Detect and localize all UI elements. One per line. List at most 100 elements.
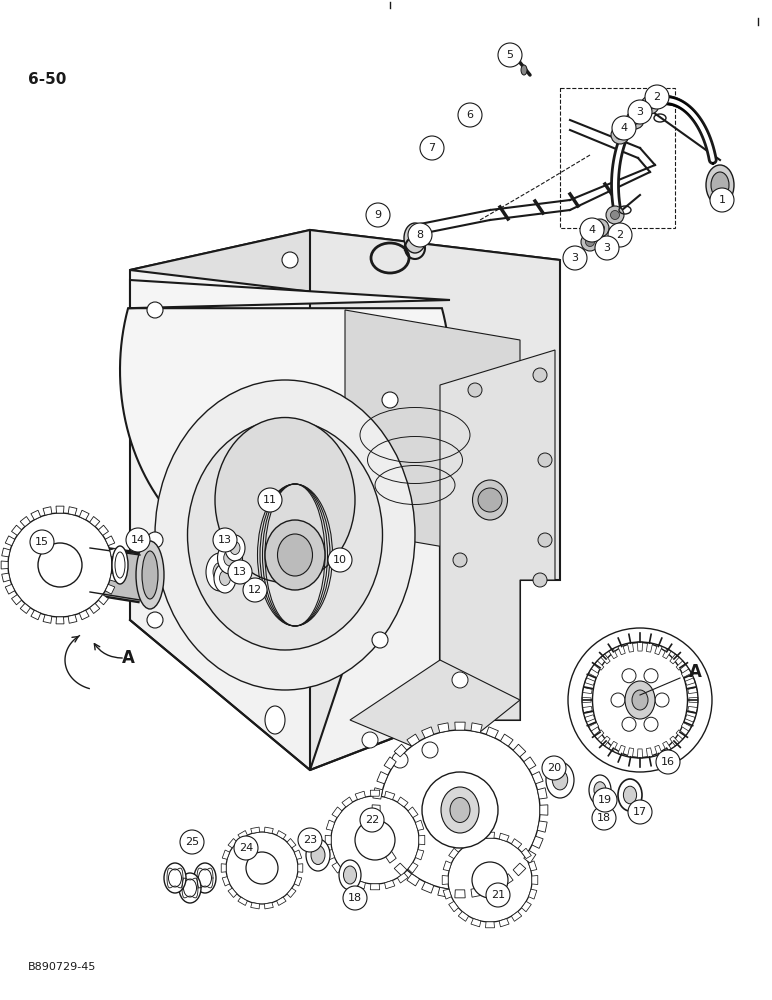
Circle shape	[234, 836, 258, 860]
Polygon shape	[523, 850, 536, 863]
Ellipse shape	[265, 520, 325, 590]
Polygon shape	[408, 807, 418, 818]
Circle shape	[591, 219, 609, 237]
Polygon shape	[588, 723, 598, 731]
Polygon shape	[2, 548, 10, 557]
Circle shape	[126, 528, 150, 552]
Circle shape	[644, 717, 658, 731]
Polygon shape	[90, 603, 100, 613]
Circle shape	[355, 820, 395, 860]
Ellipse shape	[589, 775, 611, 805]
Polygon shape	[5, 536, 15, 546]
Polygon shape	[342, 797, 353, 807]
Polygon shape	[676, 730, 686, 739]
Circle shape	[147, 532, 163, 548]
Circle shape	[533, 573, 547, 587]
Circle shape	[644, 669, 658, 683]
Ellipse shape	[624, 786, 637, 804]
Text: 3: 3	[636, 107, 644, 117]
Text: B890729-45: B890729-45	[28, 962, 96, 972]
Polygon shape	[588, 669, 598, 677]
Polygon shape	[618, 645, 625, 655]
Polygon shape	[646, 748, 652, 758]
Ellipse shape	[142, 551, 158, 599]
Polygon shape	[80, 510, 89, 520]
Polygon shape	[443, 889, 452, 899]
Polygon shape	[56, 506, 64, 513]
Polygon shape	[371, 790, 380, 796]
Circle shape	[622, 669, 636, 683]
Polygon shape	[56, 617, 64, 624]
Text: 13: 13	[218, 535, 232, 545]
Polygon shape	[222, 877, 229, 886]
Polygon shape	[529, 861, 537, 871]
Circle shape	[448, 838, 532, 922]
Polygon shape	[68, 507, 77, 515]
Polygon shape	[350, 660, 520, 760]
Polygon shape	[327, 850, 334, 860]
Circle shape	[641, 96, 659, 114]
Text: 5: 5	[506, 50, 513, 60]
Polygon shape	[594, 661, 604, 670]
Ellipse shape	[552, 770, 567, 790]
Circle shape	[452, 672, 468, 688]
Ellipse shape	[625, 681, 655, 719]
Ellipse shape	[441, 787, 479, 833]
Ellipse shape	[225, 535, 245, 561]
Circle shape	[626, 111, 644, 129]
Polygon shape	[120, 280, 450, 570]
Circle shape	[372, 632, 388, 648]
Polygon shape	[618, 745, 625, 755]
Polygon shape	[670, 736, 679, 746]
Polygon shape	[662, 649, 671, 659]
Polygon shape	[408, 862, 418, 873]
Ellipse shape	[602, 655, 678, 745]
Polygon shape	[98, 525, 109, 535]
Ellipse shape	[450, 798, 470, 822]
Text: 6-50: 6-50	[28, 72, 66, 87]
Circle shape	[595, 224, 604, 232]
Polygon shape	[110, 548, 118, 557]
Circle shape	[580, 218, 604, 242]
Polygon shape	[294, 850, 302, 859]
Polygon shape	[601, 736, 610, 746]
Ellipse shape	[430, 774, 490, 846]
Circle shape	[608, 223, 632, 247]
Polygon shape	[418, 835, 425, 845]
Polygon shape	[105, 536, 115, 546]
Polygon shape	[327, 820, 334, 830]
Text: 14: 14	[131, 535, 145, 545]
Circle shape	[612, 116, 636, 140]
Circle shape	[592, 806, 616, 830]
Polygon shape	[438, 887, 449, 897]
Polygon shape	[628, 748, 634, 758]
Polygon shape	[130, 230, 560, 300]
Polygon shape	[655, 645, 662, 655]
Ellipse shape	[194, 863, 216, 893]
Circle shape	[30, 530, 54, 554]
Circle shape	[243, 578, 267, 602]
Text: 21: 21	[491, 890, 505, 900]
Text: 13: 13	[233, 567, 247, 577]
Polygon shape	[583, 687, 592, 694]
Polygon shape	[287, 839, 296, 848]
Polygon shape	[12, 595, 22, 605]
Text: 2: 2	[653, 92, 661, 102]
Polygon shape	[407, 734, 419, 746]
Polygon shape	[511, 839, 522, 848]
Polygon shape	[228, 888, 237, 897]
Polygon shape	[601, 654, 610, 664]
Polygon shape	[372, 805, 380, 815]
Polygon shape	[276, 831, 286, 839]
Circle shape	[246, 852, 278, 884]
Circle shape	[611, 211, 619, 220]
Circle shape	[581, 233, 599, 251]
Polygon shape	[384, 850, 396, 863]
Circle shape	[226, 832, 298, 904]
Circle shape	[382, 392, 398, 408]
Circle shape	[710, 188, 734, 212]
Circle shape	[655, 693, 669, 707]
Text: 1: 1	[719, 195, 726, 205]
Polygon shape	[68, 615, 77, 623]
Circle shape	[656, 750, 680, 774]
